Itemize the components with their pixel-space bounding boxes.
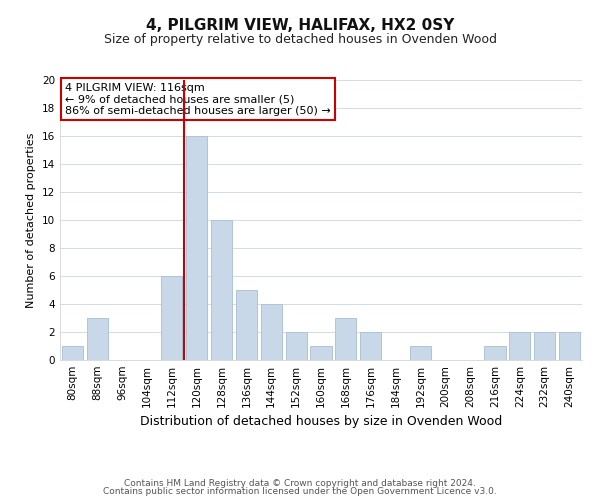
Bar <box>211 220 232 360</box>
Bar <box>161 276 182 360</box>
Bar <box>335 318 356 360</box>
Text: Size of property relative to detached houses in Ovenden Wood: Size of property relative to detached ho… <box>104 32 497 46</box>
Bar <box>236 290 257 360</box>
Text: 4, PILGRIM VIEW, HALIFAX, HX2 0SY: 4, PILGRIM VIEW, HALIFAX, HX2 0SY <box>146 18 454 32</box>
Bar <box>360 332 381 360</box>
Bar <box>87 318 108 360</box>
Bar <box>509 332 530 360</box>
Bar <box>186 136 207 360</box>
Bar <box>410 346 431 360</box>
Bar <box>261 304 282 360</box>
Bar <box>286 332 307 360</box>
Text: Contains HM Land Registry data © Crown copyright and database right 2024.: Contains HM Land Registry data © Crown c… <box>124 478 476 488</box>
Bar <box>62 346 83 360</box>
X-axis label: Distribution of detached houses by size in Ovenden Wood: Distribution of detached houses by size … <box>140 416 502 428</box>
Bar <box>534 332 555 360</box>
Bar <box>559 332 580 360</box>
Bar <box>310 346 332 360</box>
Y-axis label: Number of detached properties: Number of detached properties <box>26 132 37 308</box>
Bar <box>484 346 506 360</box>
Text: Contains public sector information licensed under the Open Government Licence v3: Contains public sector information licen… <box>103 487 497 496</box>
Text: 4 PILGRIM VIEW: 116sqm
← 9% of detached houses are smaller (5)
86% of semi-detac: 4 PILGRIM VIEW: 116sqm ← 9% of detached … <box>65 83 331 116</box>
